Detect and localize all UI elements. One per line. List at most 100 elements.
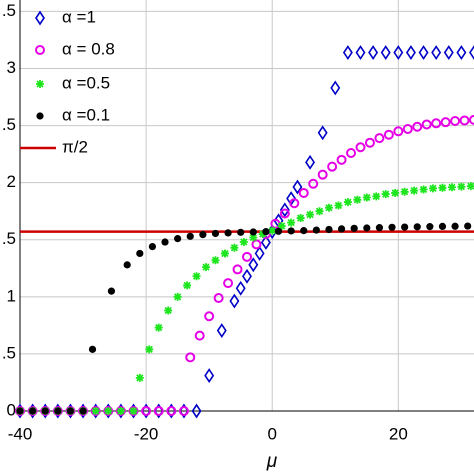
x-tick-label: -40 — [8, 424, 33, 443]
data-point — [418, 45, 429, 60]
data-point — [315, 207, 324, 216]
legend-label: α = 0.8 — [62, 39, 115, 58]
data-point — [429, 184, 438, 193]
data-point — [451, 222, 459, 230]
data-point — [199, 231, 207, 239]
data-point — [213, 292, 224, 303]
data-point — [107, 287, 116, 295]
data-point — [289, 198, 300, 209]
data-point — [334, 201, 343, 210]
data-point — [342, 45, 353, 60]
data-point — [353, 195, 362, 204]
data-point — [79, 407, 87, 415]
data-point — [317, 169, 328, 180]
data-point — [306, 210, 315, 219]
data-point — [136, 249, 144, 258]
data-point — [372, 192, 381, 201]
data-point — [251, 239, 262, 250]
data-point — [388, 223, 396, 231]
y-tick-label: 3 — [7, 58, 16, 77]
data-point — [116, 407, 125, 415]
data-point — [324, 203, 333, 212]
data-point — [262, 228, 270, 236]
data-point — [258, 230, 267, 239]
data-point — [204, 368, 215, 384]
data-point — [237, 228, 245, 236]
data-point — [235, 280, 246, 296]
data-point — [400, 187, 409, 196]
data-point — [249, 228, 257, 236]
data-point — [148, 243, 157, 251]
data-point — [211, 256, 220, 265]
data-point — [402, 124, 413, 135]
y-tick-label: .5 — [2, 229, 16, 248]
data-point — [355, 45, 366, 60]
data-point — [305, 154, 316, 170]
y-tick-label: .5 — [2, 1, 16, 20]
data-point — [317, 125, 328, 141]
data-point — [337, 225, 346, 233]
data-point — [336, 154, 347, 165]
data-point — [194, 330, 205, 341]
data-point — [35, 10, 45, 26]
legend-label: α =0.5 — [62, 73, 110, 92]
data-point — [239, 238, 248, 247]
data-point — [249, 233, 258, 242]
y-tick-label: .5 — [2, 343, 16, 362]
data-point — [174, 235, 182, 243]
data-point — [135, 373, 144, 382]
data-point — [36, 112, 44, 120]
data-point — [447, 183, 456, 192]
data-point — [300, 227, 308, 235]
data-point — [380, 45, 391, 60]
data-point — [211, 229, 220, 238]
data-point — [383, 129, 394, 140]
data-point — [362, 193, 371, 202]
data-point — [374, 133, 385, 144]
data-point — [405, 45, 416, 60]
data-point — [457, 182, 466, 191]
data-point — [412, 121, 423, 132]
data-point — [178, 406, 189, 416]
data-point — [308, 178, 319, 189]
data-point — [220, 249, 229, 258]
data-point — [438, 183, 447, 192]
data-point — [41, 407, 49, 415]
data-point — [296, 214, 305, 223]
y-tick-label: 0 — [7, 400, 16, 419]
x-tick-label: 20 — [389, 424, 408, 443]
data-point — [413, 223, 421, 231]
x-tick-label: 0 — [267, 424, 276, 443]
data-point — [393, 45, 404, 60]
data-point — [298, 187, 309, 198]
data-point — [192, 272, 201, 281]
data-point — [287, 227, 295, 235]
data-point — [431, 45, 442, 60]
data-point — [350, 224, 358, 232]
data-point — [254, 246, 265, 261]
data-point — [185, 352, 196, 363]
data-point — [277, 222, 286, 231]
data-point — [438, 222, 447, 230]
data-point — [410, 186, 419, 195]
data-point — [191, 403, 202, 419]
data-point — [223, 278, 234, 289]
data-point — [129, 407, 138, 415]
data-point — [141, 406, 152, 416]
data-point — [153, 406, 164, 416]
data-point — [287, 218, 296, 227]
data-point — [54, 407, 62, 415]
data-point — [459, 115, 470, 126]
data-point — [202, 263, 211, 272]
data-point — [466, 182, 474, 191]
data-point — [464, 222, 472, 230]
data-point — [242, 268, 252, 284]
data-point — [401, 223, 409, 231]
x-axis-label: μ — [266, 451, 278, 472]
data-point — [363, 224, 371, 232]
data-point — [173, 292, 182, 301]
data-point — [431, 118, 442, 129]
data-point — [161, 238, 169, 246]
y-tick-label: .5 — [2, 115, 16, 134]
